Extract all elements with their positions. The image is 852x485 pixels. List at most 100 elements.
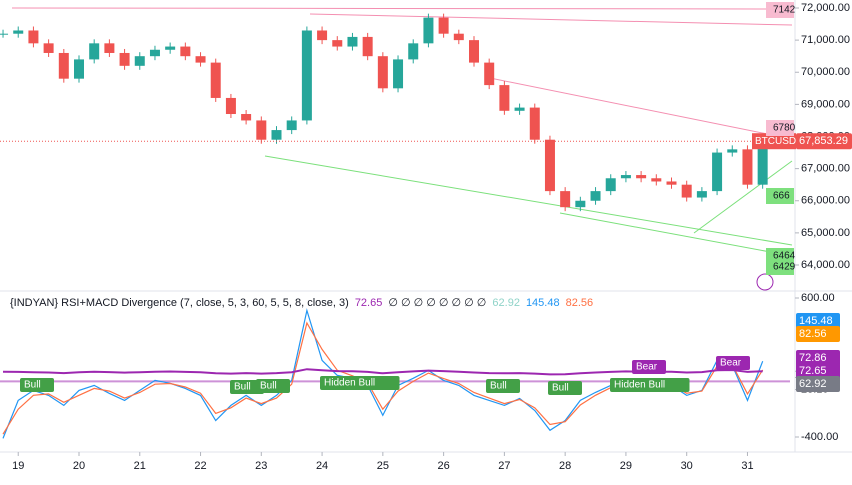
price-badge: 7142 bbox=[773, 5, 796, 16]
signal-label-bg bbox=[548, 381, 582, 395]
candle bbox=[712, 152, 723, 192]
y2-tick-label: 600.00 bbox=[801, 292, 835, 304]
trend-line bbox=[489, 77, 793, 140]
legend-value: 62.92 bbox=[492, 297, 520, 309]
signal-label: Bull bbox=[552, 383, 569, 394]
trend-line bbox=[11, 7, 793, 10]
x-tick-label: 20 bbox=[73, 460, 85, 472]
signal-label: Bull bbox=[490, 381, 507, 392]
candle bbox=[651, 178, 662, 182]
candle bbox=[210, 62, 221, 98]
signal-label-bg bbox=[486, 379, 520, 393]
trend-line bbox=[264, 155, 793, 246]
signal-label-bg bbox=[256, 379, 290, 393]
x-tick-label: 21 bbox=[134, 460, 146, 472]
axis-badge-bg bbox=[796, 326, 840, 342]
x-tick-label: 28 bbox=[559, 460, 571, 472]
legend-value: 145.48 bbox=[526, 297, 560, 309]
candle bbox=[195, 56, 206, 63]
candle bbox=[104, 43, 115, 53]
candle bbox=[757, 141, 768, 185]
candle bbox=[499, 85, 510, 111]
price-badge: 6464 bbox=[773, 251, 796, 262]
candle bbox=[636, 175, 647, 179]
x-tick-label: 31 bbox=[741, 460, 753, 472]
signal-label-bg bbox=[320, 376, 400, 390]
price-badge: 6780 bbox=[773, 123, 796, 134]
legend-value: 72.65 bbox=[355, 297, 383, 309]
candle bbox=[469, 40, 479, 63]
x-tick-label: 29 bbox=[620, 460, 632, 472]
symbol-bg bbox=[752, 133, 796, 150]
axis-badge: 72.86 bbox=[799, 352, 827, 364]
price-badge-bg bbox=[766, 2, 794, 18]
y-tick-label: 65,000.00 bbox=[801, 227, 850, 239]
y-tick-label: 72,000.00 bbox=[801, 2, 850, 14]
x-tick-label: 30 bbox=[681, 460, 693, 472]
y-tick-label: 66,000.00 bbox=[801, 195, 850, 207]
candle bbox=[484, 62, 495, 86]
trend-line bbox=[693, 160, 793, 234]
axis-badge-bg bbox=[796, 313, 840, 329]
y-tick-label: 71,000.00 bbox=[801, 34, 850, 46]
signal-label: Hidden Bull bbox=[324, 378, 375, 389]
candle bbox=[286, 120, 297, 131]
candle bbox=[43, 43, 54, 53]
axis-badge: 62.92 bbox=[799, 378, 827, 390]
candle bbox=[560, 191, 571, 208]
candle bbox=[13, 30, 24, 34]
candle bbox=[590, 191, 601, 201]
last-price: 67,853.29 bbox=[799, 135, 848, 147]
axis-badge-bg bbox=[796, 350, 840, 366]
alert-icon[interactable] bbox=[756, 273, 774, 291]
x-tick-label: 23 bbox=[255, 460, 267, 472]
y-tick-label: 67,000.00 bbox=[801, 163, 850, 175]
signal-label: Bull bbox=[24, 380, 41, 391]
candle bbox=[438, 17, 449, 34]
price-badge-bg bbox=[766, 188, 794, 204]
last-price-bg bbox=[796, 133, 852, 150]
candle bbox=[180, 46, 191, 57]
price-badge-bg bbox=[766, 120, 794, 136]
candle bbox=[134, 56, 145, 66]
candle bbox=[58, 52, 69, 79]
y-tick-label: 70,000.00 bbox=[801, 66, 850, 78]
candle bbox=[529, 107, 540, 140]
legend-value: ∅ ∅ ∅ ∅ ∅ ∅ ∅ ∅ bbox=[388, 297, 486, 309]
signal-label: Hidden Bull bbox=[614, 380, 665, 391]
candle bbox=[514, 107, 525, 111]
candle bbox=[74, 59, 84, 79]
candle bbox=[727, 149, 738, 153]
price-badge: 666 bbox=[773, 191, 790, 202]
candle bbox=[362, 36, 373, 57]
axis-badge-bg bbox=[796, 363, 840, 379]
candle bbox=[620, 175, 631, 179]
signal-label-bg bbox=[230, 380, 264, 394]
drawings bbox=[11, 7, 793, 257]
signal-label: Bear bbox=[636, 362, 658, 373]
y-tick-label: 64,000.00 bbox=[801, 259, 850, 271]
x-tick-label: 27 bbox=[498, 460, 510, 472]
candle bbox=[453, 33, 464, 41]
candle bbox=[605, 178, 616, 192]
signal-label-bg bbox=[716, 356, 750, 370]
signal-label-bg bbox=[20, 378, 54, 392]
price-badge: 6429 bbox=[773, 262, 796, 273]
y2-tick-label: -400.00 bbox=[801, 431, 838, 443]
x-tick-label: 24 bbox=[316, 460, 328, 472]
candle bbox=[165, 46, 176, 50]
candle bbox=[301, 30, 312, 121]
candle bbox=[0, 33, 9, 35]
indicator-title: {INDYAN} RSI+MACD Divergence (7, close, … bbox=[10, 297, 349, 309]
axis-badge: 82.56 bbox=[799, 328, 827, 340]
candle bbox=[317, 30, 328, 41]
price-badge-bg bbox=[766, 259, 794, 275]
x-tick-label: 25 bbox=[377, 460, 389, 472]
candle bbox=[377, 56, 388, 89]
symbol-label: BTCUSD bbox=[755, 136, 796, 147]
candle bbox=[332, 40, 343, 47]
legend-value: 82.56 bbox=[566, 297, 594, 309]
signal-label: Bull bbox=[234, 382, 251, 393]
